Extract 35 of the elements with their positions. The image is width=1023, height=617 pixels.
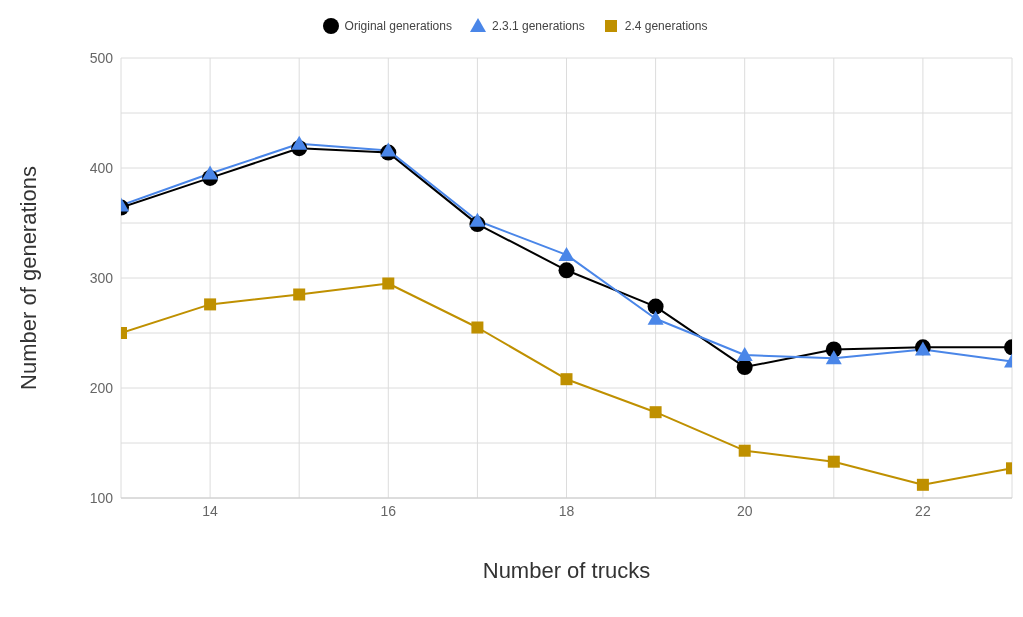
x-axis-title: Number of trucks — [482, 558, 651, 583]
legend-label: 2.4 generations — [624, 19, 708, 33]
point — [202, 165, 219, 180]
point — [293, 288, 306, 301]
point — [558, 262, 575, 279]
point — [827, 455, 840, 468]
point — [647, 298, 664, 315]
point — [736, 359, 753, 376]
y-tick-label: 200 — [89, 379, 114, 396]
point — [382, 277, 395, 290]
point — [825, 350, 842, 365]
legend-label: Original generations — [344, 19, 452, 33]
point — [204, 298, 217, 311]
x-tick-label: 22 — [915, 502, 931, 519]
x-tick-label: 14 — [202, 502, 219, 519]
y-tick-label: 300 — [89, 269, 114, 286]
point — [291, 135, 308, 150]
y-tick-label: 100 — [89, 489, 114, 506]
point — [380, 142, 397, 157]
point — [469, 212, 486, 227]
point — [738, 444, 751, 457]
point — [647, 310, 664, 325]
x-tick-label: 18 — [558, 502, 575, 519]
point — [649, 406, 662, 419]
x-tick-label: 16 — [380, 502, 397, 519]
point — [560, 373, 573, 386]
point — [558, 246, 575, 261]
y-axis-title: Number of generations — [15, 166, 41, 390]
x-tick-label: 20 — [736, 502, 753, 519]
point — [471, 321, 484, 334]
point — [736, 347, 753, 361]
y-tick-label: 400 — [89, 159, 114, 176]
point — [916, 478, 929, 491]
legend-label: 2.3.1 generations — [491, 19, 585, 33]
y-tick-label: 500 — [89, 49, 114, 66]
